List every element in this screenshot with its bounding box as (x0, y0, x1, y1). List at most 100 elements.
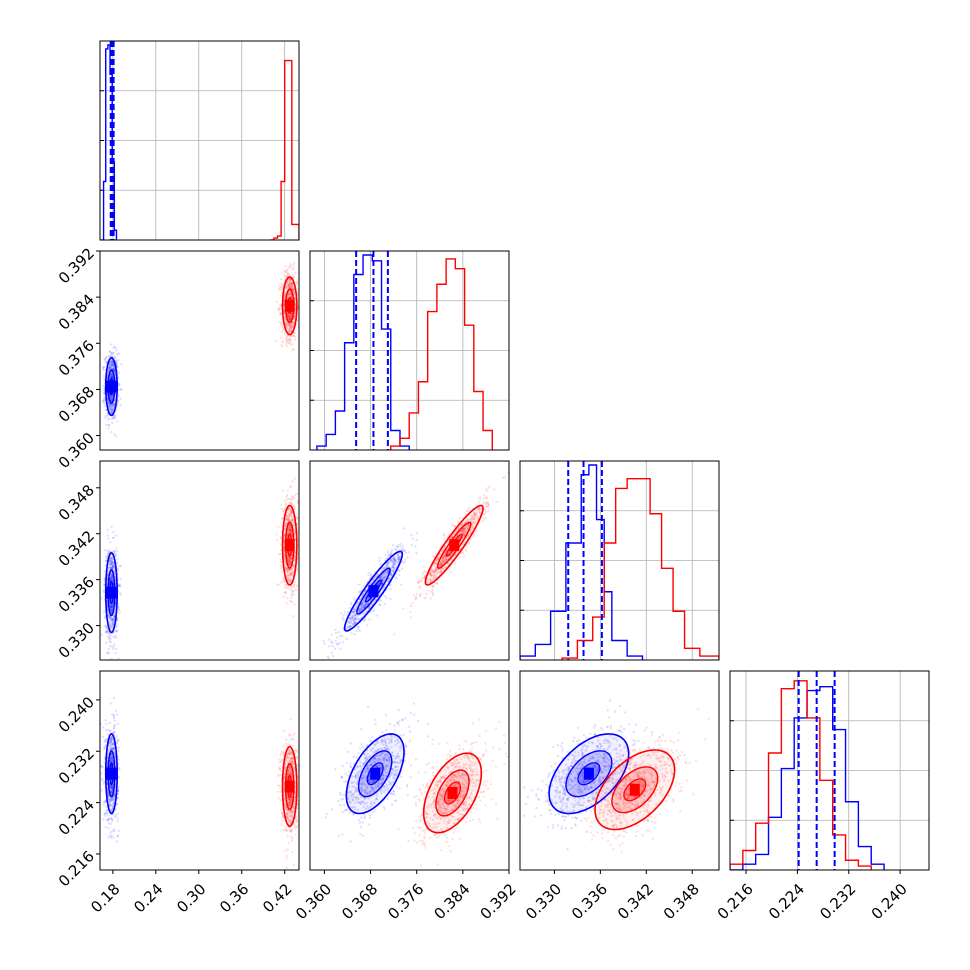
blue-sample-point (110, 566, 114, 569)
red-sample-point (423, 569, 426, 573)
blue-sample-point (110, 567, 113, 570)
scatter-panel-0-2 (99, 460, 300, 661)
red-sample-point (487, 502, 490, 506)
blue-sample-point (334, 631, 338, 635)
blue-sample-point (398, 573, 401, 577)
red-sample-point (485, 505, 488, 508)
red-sample-point (288, 323, 292, 327)
red-sample-point (287, 317, 291, 321)
blue-sample-point (104, 630, 107, 633)
red-sample-point (288, 570, 291, 573)
red-sample-point (478, 498, 482, 501)
blue-sample-point (391, 565, 394, 569)
red-sample-point (293, 580, 296, 584)
blue-sample-point (349, 625, 352, 628)
blue-sample-point (100, 772, 103, 775)
blue-sample-point (112, 802, 115, 805)
red-sample-point (439, 568, 442, 571)
red-sample-point (439, 564, 442, 567)
red-sample-point (287, 526, 290, 529)
blue-sample-point (103, 416, 106, 419)
red-sample-point (289, 561, 292, 564)
red-sample-point (287, 519, 291, 522)
red-sample-point (288, 563, 291, 566)
red-sample-point (293, 583, 296, 586)
red-sample-point (466, 527, 469, 530)
blue-sample-point (336, 636, 339, 639)
red-sample-point (443, 555, 446, 558)
blue-sample-point (108, 367, 111, 370)
blue-sample-point (109, 760, 113, 763)
blue-sample-point (116, 739, 120, 742)
blue-sample-point (110, 605, 114, 609)
blue-sample-point (414, 545, 417, 548)
blue-sample-point (110, 786, 113, 789)
red-sample-point (277, 525, 280, 529)
blue-sample-point (113, 403, 116, 406)
red-sample-point (421, 576, 424, 580)
red-sample-point (288, 528, 292, 531)
red-sample-point (279, 507, 282, 510)
blue-sample-point (103, 615, 107, 618)
blue-sample-point (109, 396, 112, 399)
red-sample-point (288, 283, 291, 286)
red-sample-point (288, 293, 291, 296)
red-sample-point (290, 596, 293, 599)
blue-sample-point (110, 363, 113, 366)
blue-sample-point (393, 563, 396, 566)
blue-sample-point (105, 556, 108, 559)
blue-sample-point (102, 782, 105, 785)
blue-sample-point (114, 636, 117, 639)
red-sample-point (434, 561, 438, 564)
red-sample-point (288, 561, 291, 564)
blue-sample-point (111, 618, 115, 621)
blue-sample-point (390, 572, 393, 576)
red-sample-point (431, 570, 434, 573)
blue-sample-point (109, 616, 112, 619)
blue-sample-point (114, 652, 117, 655)
red-sample-point (289, 281, 293, 284)
red-sample-point (284, 269, 287, 272)
blue-sample-point (116, 420, 119, 423)
blue-sample-point (111, 743, 114, 747)
blue-sample-point (109, 372, 113, 376)
red-sample-point (493, 488, 496, 491)
blue-sample-point (322, 639, 325, 643)
blue-sample-point (107, 537, 110, 540)
red-sample-point (290, 499, 293, 502)
red-sample-point (415, 595, 418, 599)
red-sample-point (431, 585, 435, 588)
blue-sample-point (111, 375, 114, 378)
red-sample-point (288, 528, 292, 532)
blue-sample-point (360, 602, 363, 606)
blue-sample-point (113, 615, 116, 618)
red-sample-point (473, 513, 477, 517)
blue-sample-point (108, 803, 111, 806)
blue-sample-point (109, 605, 113, 609)
red-sample-point (287, 530, 290, 534)
blue-sample-point (107, 401, 110, 405)
red-sample-point (286, 557, 290, 560)
red-sample-point (285, 567, 289, 570)
blue-sample-point (363, 618, 367, 622)
blue-sample-point (347, 620, 351, 624)
blue-sample-point (108, 622, 111, 625)
red-sample-point (434, 568, 438, 571)
blue-sample-point (105, 631, 109, 634)
red-sample-point (287, 316, 290, 319)
red-sample-point (293, 603, 296, 606)
red-sample-point (462, 528, 465, 532)
red-sample-point (292, 289, 295, 292)
red-sample-point (470, 518, 474, 521)
red-sample-point (280, 285, 283, 289)
blue-sample-point (387, 554, 390, 558)
red-sample-point (288, 559, 291, 563)
blue-sample-point (387, 549, 390, 552)
red-sample-point (432, 592, 435, 595)
red-sample-point (295, 568, 299, 571)
red-sample-point (286, 324, 289, 327)
red-sample-point (289, 314, 292, 317)
red-sample-point (290, 281, 294, 284)
blue-sample-point (109, 559, 112, 562)
red-sample-point (288, 581, 291, 584)
